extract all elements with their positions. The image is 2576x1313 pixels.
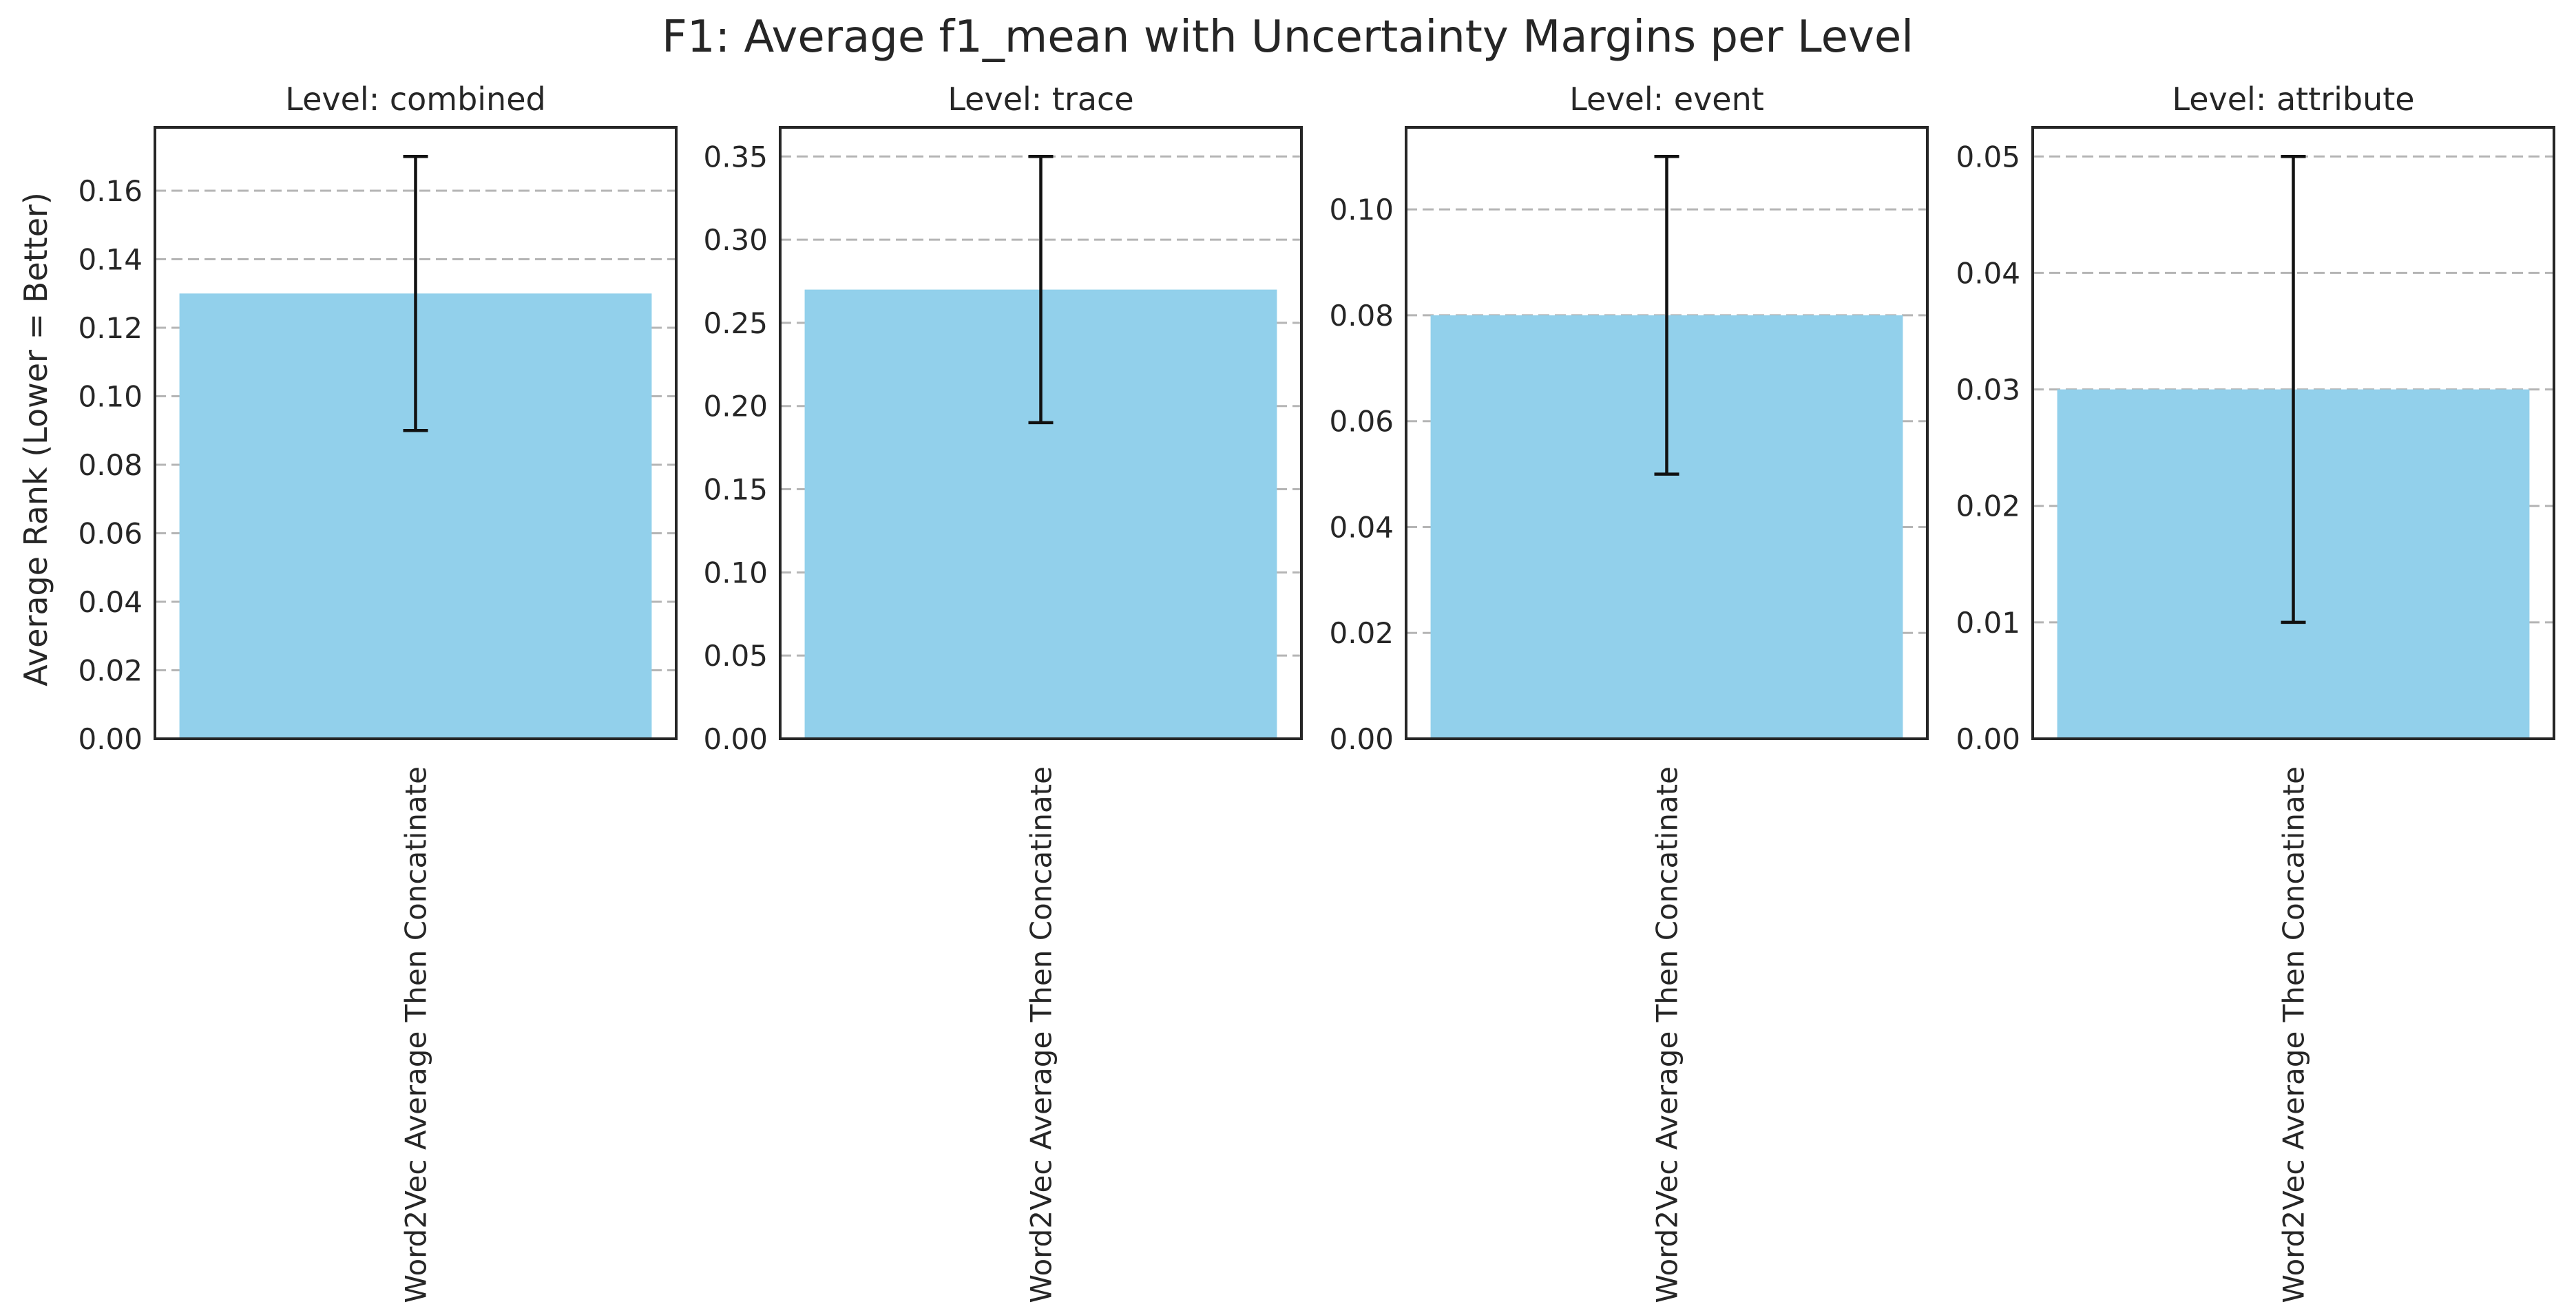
panel-title: Level: event <box>1569 81 1764 118</box>
figure-title: F1: Average f1_mean with Uncertainty Mar… <box>662 12 1914 63</box>
y-tick-label: 0.04 <box>1329 510 1394 544</box>
y-tick-label: 0.00 <box>1956 722 2020 756</box>
y-tick-label: 0.12 <box>78 311 143 345</box>
y-tick-label: 0.04 <box>1956 256 2020 290</box>
y-tick-label: 0.00 <box>1329 722 1394 756</box>
y-tick-label: 0.08 <box>78 448 143 482</box>
y-tick-label: 0.10 <box>703 556 768 589</box>
panel-1: Word2Vec Average Then Concatinate 0.00 0.0… <box>703 81 1303 1303</box>
panel-title: Level: combined <box>285 81 545 118</box>
panel-title: Level: trace <box>947 81 1133 118</box>
y-tick-label: 0.03 <box>1956 373 2020 407</box>
y-tick-label: 0.05 <box>1956 140 2020 174</box>
y-tick-label: 0.02 <box>78 654 143 688</box>
y-tick-label: 0.01 <box>1956 606 2020 640</box>
y-tick-label: 0.05 <box>703 639 768 673</box>
x-tick-label: Word2Vec Average Then Concatinate <box>1025 766 1058 1303</box>
x-tick-label: Word2Vec Average Then Concatinate <box>399 766 433 1303</box>
x-tick-label: Word2Vec Average Then Concatinate <box>1651 766 1684 1303</box>
panel-2: Word2Vec Average Then Concatinate 0.00 0.0… <box>1329 81 1929 1303</box>
axes-frame <box>779 126 1303 740</box>
y-tick-label: 0.08 <box>1329 299 1394 333</box>
y-tick-label: 0.15 <box>703 473 768 507</box>
y-tick-label: 0.00 <box>703 722 768 756</box>
y-tick-label: 0.30 <box>703 223 768 257</box>
y-tick-label: 0.02 <box>1329 616 1394 650</box>
panel-title: Level: attribute <box>2172 81 2414 118</box>
y-tick-label: 0.14 <box>78 243 143 277</box>
y-tick-label: 0.16 <box>78 174 143 208</box>
y-tick-label: 0.25 <box>703 306 768 340</box>
y-tick-label: 0.06 <box>78 517 143 551</box>
y-tick-label: 0.35 <box>703 140 768 174</box>
panel-3: Word2Vec Average Then Concatinate 0.00 0.0… <box>1956 81 2555 1303</box>
y-tick-label: 0.10 <box>1329 193 1394 227</box>
panel-0: Word2Vec Average Then Concatinate 0.00 0.0… <box>78 81 678 1303</box>
axes-frame <box>154 126 678 740</box>
axes-frame <box>1405 126 1929 740</box>
y-tick-label: 0.02 <box>1956 490 2020 523</box>
panels: Word2Vec Average Then Concatinate 0.00 0.0… <box>78 81 2555 1303</box>
y-tick-label: 0.20 <box>703 390 768 423</box>
y-axis-label: Average Rank (Lower = Better) <box>17 192 54 686</box>
axes-frame <box>2031 126 2555 740</box>
y-tick-label: 0.04 <box>78 585 143 619</box>
y-tick-label: 0.00 <box>78 722 143 756</box>
y-tick-label: 0.06 <box>1329 405 1394 439</box>
x-tick-label: Word2Vec Average Then Concatinate <box>2277 766 2311 1303</box>
y-tick-label: 0.10 <box>78 380 143 414</box>
